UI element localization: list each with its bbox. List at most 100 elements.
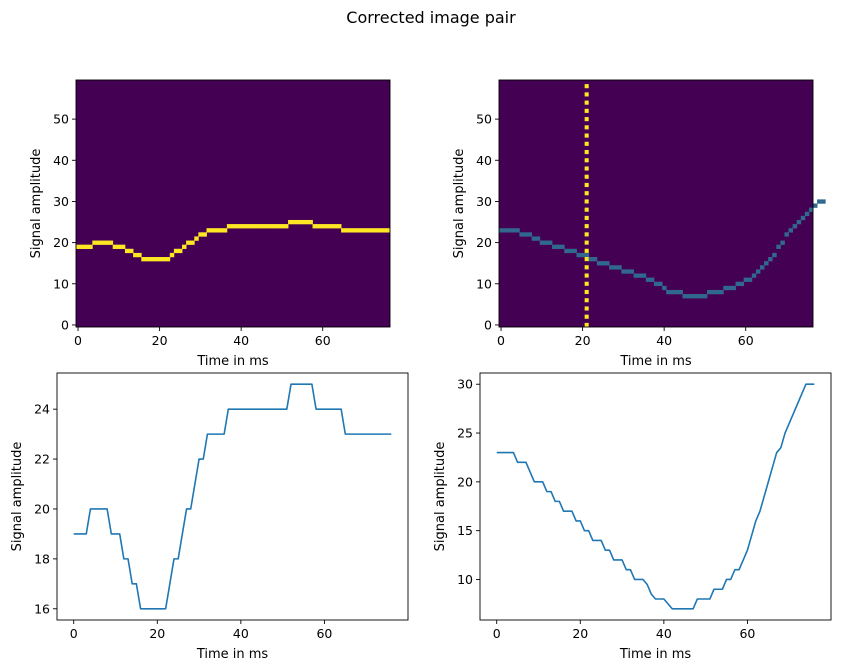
marker-cell <box>584 117 589 122</box>
marker-cell <box>584 281 589 286</box>
heatmap-cell <box>499 228 504 233</box>
heatmap-cell <box>214 228 220 233</box>
marker-cell <box>584 232 589 237</box>
heatmap-cell <box>267 224 273 229</box>
heatmap-cell <box>226 224 232 229</box>
heatmap-cell <box>165 257 171 262</box>
x-tick-label: 40 <box>233 333 249 348</box>
heatmap-cell <box>584 252 590 258</box>
heatmap-cell <box>271 224 277 229</box>
x-axis-label: Time in ms <box>196 647 269 662</box>
heatmap-cell <box>531 236 537 241</box>
heatmap-cell <box>759 265 765 270</box>
y-tick-label: 10 <box>53 276 69 291</box>
heatmap-top-right: 0 20 40 60 0 10 20 30 40 50 Time in ms Signal ampli… <box>452 79 826 369</box>
heatmap-cell <box>751 273 757 278</box>
heatmap-cell <box>556 244 561 249</box>
heatmap-cell <box>682 294 687 299</box>
heatmap-cell <box>686 294 692 299</box>
heatmap-background <box>499 80 813 327</box>
heatmap-cell <box>292 219 297 225</box>
heatmap-cell <box>535 236 541 241</box>
x-tick-label: 0 <box>493 626 501 641</box>
heatmap-cell <box>145 257 150 262</box>
heatmap-cell <box>723 285 728 291</box>
marker-cell <box>584 207 589 212</box>
y-tick-label: 50 <box>53 112 69 127</box>
heatmap-cell <box>279 224 285 229</box>
heatmap-cell <box>653 281 659 287</box>
heatmap-cell <box>328 224 334 229</box>
marker-cell <box>584 174 589 179</box>
heatmap-cell <box>80 244 85 249</box>
x-tick-label: 20 <box>152 333 168 348</box>
heatmap-cell <box>629 269 634 274</box>
heatmap-cell <box>547 240 553 245</box>
marker-cell <box>584 265 589 270</box>
marker-cell <box>584 289 589 295</box>
heatmap-cell <box>316 224 322 229</box>
heatmap-cell <box>784 232 789 237</box>
heatmap-cell <box>674 289 679 295</box>
heatmap-cell <box>596 261 602 266</box>
heatmap-cell <box>300 219 305 225</box>
x-tick-label: 0 <box>70 626 78 641</box>
heatmap-cell <box>711 289 716 295</box>
y-tick-label: 16 <box>34 601 50 616</box>
y-tick-label: 0 <box>484 317 492 332</box>
heatmap-cell <box>605 261 610 266</box>
heatmap-cell <box>177 248 183 254</box>
heatmap-cell <box>149 257 154 262</box>
heatmap-cell <box>788 228 794 233</box>
marker-cell <box>584 298 589 303</box>
heatmap-cell <box>173 248 179 254</box>
marker-cell <box>584 273 589 278</box>
x-tick-label: 60 <box>316 626 332 641</box>
y-tick-label: 20 <box>34 501 50 516</box>
marker-cell <box>584 149 589 155</box>
heatmap-cell <box>84 244 89 249</box>
heatmap-cell <box>739 281 745 287</box>
heatmap-cell <box>543 240 549 245</box>
heatmap-cell <box>625 269 630 274</box>
heatmap-cell <box>381 228 387 233</box>
heatmap-cell <box>247 224 252 229</box>
heatmap-cell <box>776 244 781 249</box>
heatmap-cell <box>198 232 203 237</box>
heatmap-background <box>76 80 390 327</box>
series-line <box>73 383 392 610</box>
heatmap-cell <box>96 240 101 245</box>
heatmap-cell <box>190 240 195 245</box>
y-tick-label: 10 <box>476 276 492 291</box>
y-tick-label: 22 <box>34 452 50 467</box>
heatmap-cell <box>698 294 704 299</box>
y-tick-label: 30 <box>457 377 473 392</box>
line-plot-bottom-left: 0 20 40 60 16 18 20 22 24 Time in ms Signal amplit… <box>10 372 409 662</box>
y-tick-label: 25 <box>457 426 473 441</box>
marker-cell <box>584 322 589 327</box>
axes-frame <box>479 372 832 621</box>
heatmap-cell <box>230 224 236 229</box>
y-axis-label: Signal amplitude <box>29 149 44 259</box>
heatmap-top-left: 0 20 40 60 0 10 20 30 40 50 Time in ms Signal ampli… <box>29 79 391 369</box>
heatmap-cell <box>564 248 569 254</box>
heatmap-cell <box>320 224 326 229</box>
heatmap-cell <box>92 240 97 245</box>
axes-frame <box>75 79 391 328</box>
heatmap-cell <box>552 244 557 249</box>
heatmap-cell <box>157 257 163 262</box>
heatmap-cell <box>263 224 269 229</box>
heatmap-cell <box>702 294 708 299</box>
y-tick-label: 30 <box>476 194 492 209</box>
y-tick-label: 20 <box>53 235 69 250</box>
heatmap-cell <box>600 261 606 266</box>
heatmap-cell <box>768 257 773 262</box>
heatmap-cell <box>560 244 565 249</box>
heatmap-cell <box>112 244 118 249</box>
heatmap-cell <box>539 240 545 245</box>
marker-cell <box>584 182 589 188</box>
marker-cell <box>584 141 589 146</box>
x-tick-label: 40 <box>233 626 249 641</box>
heatmap-cell <box>568 248 573 254</box>
